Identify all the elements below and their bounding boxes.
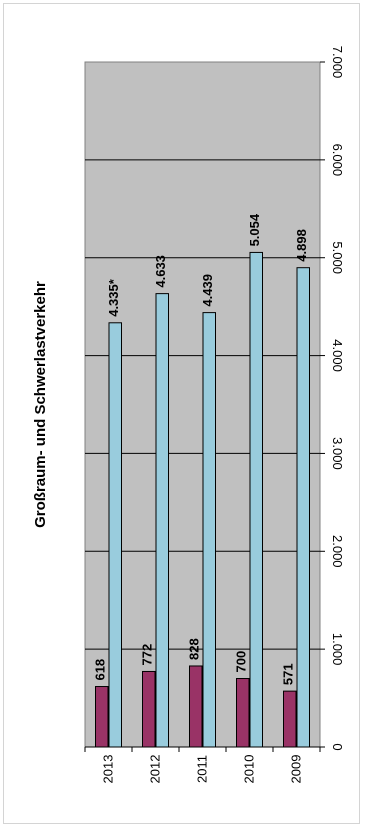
bar-series-2	[108, 322, 122, 748]
value-tick-label: 6.000	[330, 144, 345, 177]
value-tick-label: 4.000	[330, 339, 345, 372]
data-label: 828	[187, 638, 202, 660]
bar-series-1	[95, 686, 109, 748]
data-label: 700	[234, 651, 249, 673]
data-label: 5.054	[247, 213, 262, 246]
bar-series-2	[249, 251, 263, 748]
data-label: 772	[140, 644, 155, 666]
data-label: 571	[281, 663, 296, 685]
bar-series-1	[283, 690, 297, 748]
data-label: 4.335*	[106, 278, 121, 317]
data-label: 4.633	[153, 255, 168, 288]
bar-series-2	[155, 293, 169, 748]
category-label: 2013	[101, 755, 116, 784]
chart-frame	[3, 3, 360, 824]
chart-title: Großraum- und Schwerlastverkehr	[32, 281, 49, 528]
data-label: 618	[93, 659, 108, 681]
data-label: 4.439	[200, 274, 215, 307]
category-label: 2010	[242, 755, 257, 784]
bar-series-2	[202, 312, 216, 748]
bar-series-1	[189, 665, 203, 748]
plot-area: 0 1.000 2.000 3.000 4.000 5.000 6.000 7.000 2013…	[84, 46, 345, 784]
value-tick-label: 7.000	[330, 46, 345, 79]
value-tick-label: 2.000	[330, 535, 345, 568]
value-tick-label: 5.000	[330, 241, 345, 274]
bar-series-1	[142, 670, 156, 748]
bar-series-2	[296, 267, 310, 748]
value-tick-label: 3.000	[330, 437, 345, 470]
category-label: 2009	[289, 755, 304, 784]
category-label: 2012	[148, 755, 163, 784]
bar-series-1	[236, 678, 250, 748]
value-tick-label: 0	[330, 743, 345, 750]
value-tick-label: 1.000	[330, 633, 345, 666]
category-label: 2011	[195, 755, 210, 783]
data-label: 4.898	[294, 229, 309, 262]
